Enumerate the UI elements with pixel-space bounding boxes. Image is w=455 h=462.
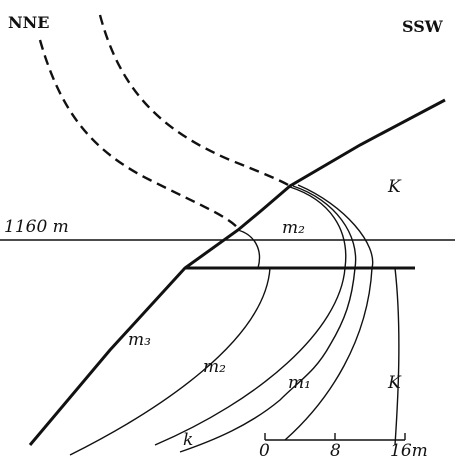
scale-label: 0 bbox=[259, 441, 270, 461]
level-label: 1160 m bbox=[4, 217, 69, 237]
unit-label: K bbox=[387, 177, 402, 197]
dashed-line bbox=[100, 15, 290, 186]
contact bbox=[238, 230, 259, 268]
unit-label: m₂ bbox=[203, 357, 226, 377]
unit-label: m₃ bbox=[128, 330, 151, 350]
direction-label: SSW bbox=[402, 17, 444, 36]
dashed-line bbox=[40, 40, 238, 228]
direction-label: NNE bbox=[8, 13, 49, 32]
section-diagram: NNE SSW 1160 m K m₂ m₃ m₂ m₁ K k 0 8 16m bbox=[0, 0, 455, 462]
scale-label: 8 bbox=[330, 441, 341, 461]
unit-label: K bbox=[387, 373, 402, 393]
contact bbox=[180, 186, 356, 452]
unit-label: m₁ bbox=[288, 373, 311, 393]
unit-label: m₂ bbox=[282, 218, 305, 238]
scale-label: 16m bbox=[390, 441, 428, 461]
unit-label: k bbox=[183, 430, 193, 450]
fault-line bbox=[30, 100, 445, 445]
contact bbox=[395, 268, 399, 445]
